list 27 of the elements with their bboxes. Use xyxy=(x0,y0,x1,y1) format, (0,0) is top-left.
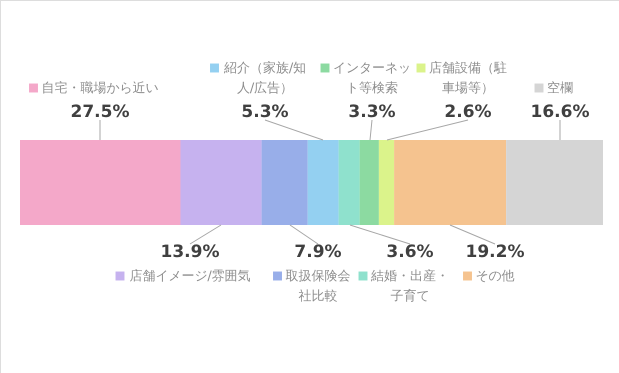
legend-label: 空欄 xyxy=(547,81,573,96)
data-label: 2.6% xyxy=(444,102,492,122)
bar xyxy=(378,140,394,225)
bar xyxy=(20,140,180,225)
data-label: 5.3% xyxy=(241,102,289,122)
data-label: 16.6% xyxy=(530,102,590,122)
bar xyxy=(308,140,339,225)
legend-label: その他 xyxy=(476,269,514,284)
legend-label: 取扱保険会社比較 xyxy=(286,269,350,304)
legend-label: 自宅・職場から近い xyxy=(42,80,158,96)
data-label: 13.9% xyxy=(160,242,220,262)
legend-label: 紹介（家族/知人/広告） xyxy=(222,60,306,96)
legend-label: 店舗設備（駐車場等） xyxy=(429,60,507,96)
data-label: 7.9% xyxy=(294,242,342,262)
bar xyxy=(262,140,308,225)
legend-label: 結婚・出産・子育て xyxy=(370,268,449,304)
bar xyxy=(338,140,360,225)
bar xyxy=(360,140,379,225)
data-label: 27.5% xyxy=(70,102,130,122)
data-label: 3.3% xyxy=(348,102,396,122)
legend-label: 店舗イメージ/雰囲気 xyxy=(129,268,251,284)
bar xyxy=(506,140,603,225)
bar xyxy=(394,140,506,225)
data-label: 3.6% xyxy=(386,242,434,262)
legend-label: インターネット等検索 xyxy=(333,61,411,96)
bar xyxy=(180,140,262,225)
data-label: 19.2% xyxy=(466,242,524,262)
